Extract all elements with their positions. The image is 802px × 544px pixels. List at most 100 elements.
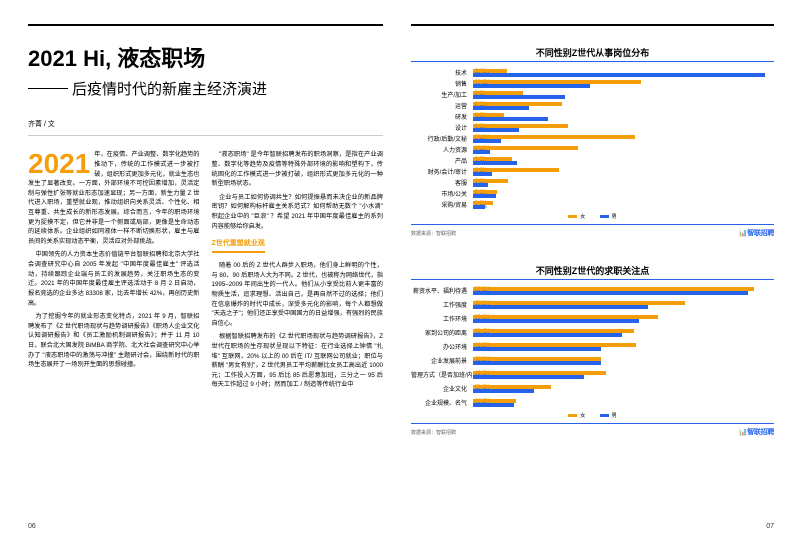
subtitle: 后疫情时代的新雇主经济演进	[72, 78, 267, 99]
bar-row: 企业发展前景42.6%42.6%	[411, 356, 774, 365]
bar-value-male: 7.5%	[475, 116, 487, 122]
chart-2-source: 数据来源：智联招聘	[411, 429, 456, 436]
bar-row: 企业规模、名气14.4%13.7%	[411, 398, 774, 407]
bar-male: 9.2%	[473, 95, 565, 99]
chart-1-legend: 女 男	[411, 213, 774, 220]
bar-track: 42.6%42.6%	[473, 357, 774, 365]
bar-male: 4.4%	[473, 161, 517, 165]
col-left: 2021 年，在疫情、产业调整、数字化趋势的推动下，传统的工作模式进一步被打破，…	[28, 150, 200, 390]
bar-label: 家到公司的距离	[411, 328, 473, 337]
chart-1-rows: 技术3.4%29.1%销售16.7%11.7%生产/加工5.0%9.2%运营8.…	[411, 68, 774, 209]
bar-row: 人力资源10.5%1.7%	[411, 145, 774, 154]
bar-row: 家到公司的距离53.4%49.4%	[411, 328, 774, 337]
bar-male: 55.0%	[473, 319, 639, 323]
chart-2-rows: 薪资水平、福利待遇93.5%91.3%工作强度70.5%58.0%工作环境61.…	[411, 286, 774, 407]
para: "液态职场" 是今年智联招聘发布的职场洞察，是指在产业调整、数字化等趋势及疫情等…	[212, 150, 384, 188]
bar-track: 53.4%49.4%	[473, 329, 774, 337]
bar-value-male: 20.3%	[475, 388, 490, 394]
bar-male: 11.7%	[473, 84, 590, 88]
bar-male: 13.7%	[473, 403, 514, 407]
title-main: 液态职场	[117, 46, 205, 71]
bar-row: 办公环境54.2%42.6%	[411, 342, 774, 351]
bar-label: 财务/会计/审计	[411, 167, 473, 176]
bar-male: 29.1%	[473, 73, 765, 77]
bar-male: 91.3%	[473, 291, 748, 295]
bar-label: 工作环境	[411, 314, 473, 323]
chart-2-legend: 女 男	[411, 412, 774, 419]
bar-row: 销售16.7%11.7%	[411, 79, 774, 88]
bar-label: 研发	[411, 112, 473, 121]
bar-row: 行政/后勤/文秘16.1%2.8%	[411, 134, 774, 143]
bar-row: 工作强度70.5%58.0%	[411, 300, 774, 309]
bar-male: 36.8%	[473, 375, 584, 379]
bar-label: 设计	[411, 123, 473, 132]
bar-male: 5.6%	[473, 106, 529, 110]
para: 随着 00 后的 Z 世代人群步入职场，他们身上鲜明的个性，与 80、90 后职…	[212, 261, 384, 328]
bar-label: 生产/加工	[411, 90, 473, 99]
bar-value-male: 4.4%	[475, 160, 487, 166]
bar-value-male: 1.5%	[475, 182, 487, 188]
section-heading: Z世代重塑就业观	[212, 239, 265, 253]
bar-label: 技术	[411, 68, 473, 77]
chart-2: 不同性别Z世代的求职关注点 薪资水平、福利待遇93.5%91.3%工作强度70.…	[411, 264, 774, 437]
page-number-right: 07	[766, 523, 774, 530]
legend-male: 男	[600, 213, 617, 220]
bar-value-male: 4.6%	[475, 127, 487, 133]
dropcap: 2021	[28, 152, 90, 176]
bar-male: 42.6%	[473, 361, 601, 365]
bar-value-male: 2.8%	[475, 138, 487, 144]
col-right: "液态职场" 是今年智联招聘发布的职场洞察，是指在产业调整、数字化等趋势及疫情等…	[212, 150, 384, 390]
chart-2-rule-top	[411, 279, 774, 280]
bar-value-male: 42.6%	[475, 360, 490, 366]
brand-text: 智联招聘	[747, 429, 774, 436]
chart-2-footer: 数据来源：智联招聘 📊智联招聘	[411, 424, 774, 437]
bar-row: 薪资水平、福利待遇93.5%91.3%	[411, 286, 774, 295]
legend-male-label: 男	[612, 213, 617, 220]
bar-track: 8.6%1.9%	[473, 168, 774, 176]
legend-male: 男	[600, 412, 617, 419]
bar-value-male: 11.7%	[475, 83, 489, 89]
swatch-female	[568, 215, 577, 218]
bar-row: 运营8.9%5.6%	[411, 101, 774, 110]
bar-label: 工作强度	[411, 300, 473, 309]
bar-track: 16.1%2.8%	[473, 135, 774, 143]
chart-1-title: 不同性别Z世代从事岗位分布	[411, 46, 774, 59]
bar-male: 42.6%	[473, 347, 601, 351]
legend-female: 女	[568, 213, 585, 220]
bar-track: 5.0%9.2%	[473, 91, 774, 99]
brand-text: 智联招聘	[747, 230, 774, 237]
bar-track: 2.0%1.2%	[473, 201, 774, 209]
bar-male: 58.0%	[473, 305, 648, 309]
bar-row: 企业文化25.9%20.3%	[411, 384, 774, 393]
bar-label: 市场/公关	[411, 189, 473, 198]
bar-label: 采购/贸易	[411, 200, 473, 209]
bar-male: 4.6%	[473, 128, 519, 132]
bar-track: 93.5%91.3%	[473, 287, 774, 295]
bar-value-male: 1.7%	[475, 149, 487, 155]
page-number-left: 06	[28, 523, 36, 530]
bar-value-male: 55.0%	[475, 318, 490, 324]
chart-1: 不同性别Z世代从事岗位分布 技术3.4%29.1%销售16.7%11.7%生产/…	[411, 46, 774, 238]
bar-track: 70.5%58.0%	[473, 301, 774, 309]
para: 企业与员工如何协调共生？如何提振悬而未决企业的新品牌密钥？如何解构标杆雇主关系范…	[212, 193, 384, 231]
bar-value-male: 91.3%	[475, 290, 490, 296]
bar-track: 14.4%13.7%	[473, 399, 774, 407]
swatch-male	[600, 215, 609, 218]
bar-track: 8.9%5.6%	[473, 102, 774, 110]
bar-label: 企业发展前景	[411, 356, 473, 365]
bar-value-male: 36.8%	[475, 374, 490, 380]
bar-track: 10.5%1.7%	[473, 146, 774, 154]
swatch-female	[568, 414, 577, 417]
bar-label: 办公环境	[411, 342, 473, 351]
bar-row: 研发3.1%7.5%	[411, 112, 774, 121]
bar-track: 25.9%20.3%	[473, 385, 774, 393]
legend-male-label: 男	[612, 412, 617, 419]
bar-value-male: 1.2%	[475, 204, 487, 210]
bar-track: 16.7%11.7%	[473, 80, 774, 88]
legend-female-label: 女	[580, 412, 585, 419]
article-title: 2021 Hi, 液态职场	[28, 46, 383, 72]
bar-track: 3.5%1.5%	[473, 179, 774, 187]
bar-value-male: 1.9%	[475, 171, 487, 177]
bar-track: 54.2%42.6%	[473, 343, 774, 351]
zhaopin-logo: 📊智联招聘	[739, 228, 774, 238]
